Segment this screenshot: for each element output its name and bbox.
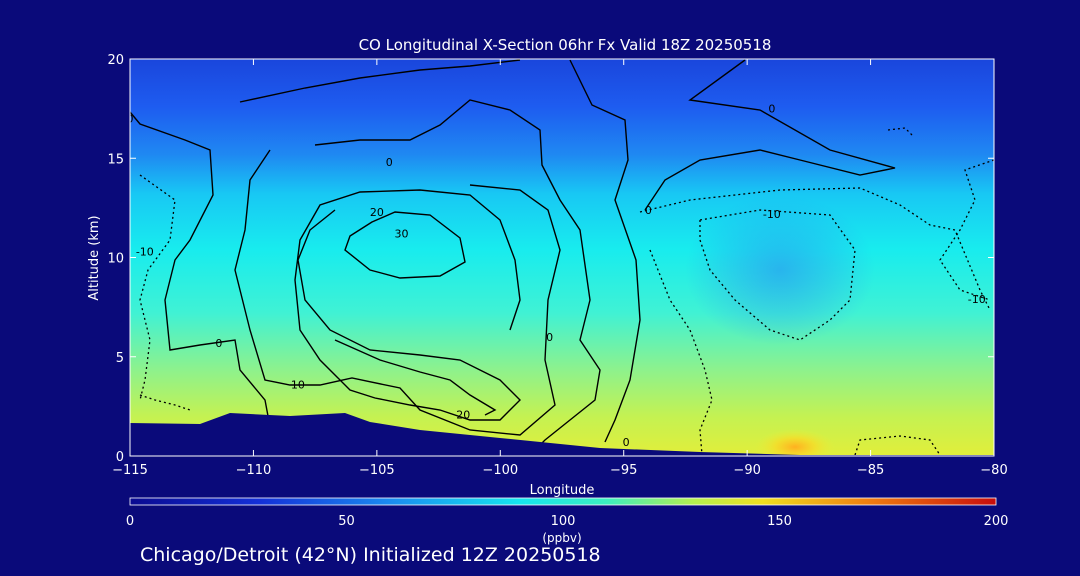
colorbar-tick-label: 0 — [126, 514, 134, 529]
contour-label: 0 — [623, 436, 630, 449]
y-axis-label: Altitude (km) — [87, 215, 102, 300]
contour-neg10-east — [939, 159, 994, 301]
contour-20 — [294, 189, 521, 421]
contour-neg-west-surface — [139, 394, 191, 411]
contour-labels: 0 0 20 30 -10 0 10 20 0 0 0 -10 0 -10 — [127, 103, 986, 449]
contour-label: -10 — [136, 246, 154, 259]
plot-area: 0 0 20 30 -10 0 10 20 0 0 0 -10 0 -10 — [127, 59, 994, 456]
x-tick-label: −85 — [857, 463, 884, 478]
colorbar-tick-label: 200 — [984, 514, 1009, 529]
contour-neg-lower — [649, 249, 713, 456]
colorbar-tick-label: 150 — [767, 514, 792, 529]
contour-label: 0 — [546, 331, 553, 344]
contour-label: 0 — [645, 204, 652, 217]
y-tick-label: 5 — [116, 351, 124, 366]
contour-label: -10 — [968, 293, 986, 306]
y-tick-label: 10 — [107, 252, 124, 267]
contour-0-upper-loop — [314, 99, 601, 446]
y-tick-label: 0 — [116, 450, 124, 465]
colorbar-ticks: 0 50 100 150 200 — [126, 514, 1009, 529]
contour-20-inner — [334, 339, 497, 416]
contour-neg-top-east — [887, 127, 913, 136]
contour-label: 0 — [386, 156, 393, 169]
x-tick-label: −110 — [236, 463, 272, 478]
contour-label: 10 — [291, 379, 305, 392]
colorbar-tick-label: 100 — [551, 514, 576, 529]
contour-10 — [234, 149, 561, 436]
x-tick-label: −105 — [359, 463, 395, 478]
contour-label: 20 — [456, 408, 470, 421]
contour-neg10-west — [139, 174, 176, 401]
x-tick-label: −90 — [733, 463, 760, 478]
contour-neg10-outer — [639, 187, 991, 311]
contour-30 — [344, 211, 466, 279]
chart-title: CO Longitudinal X-Section 06hr Fx Valid … — [359, 36, 772, 54]
contour-label: 0 — [215, 337, 222, 350]
contour-label: 0 — [127, 113, 134, 126]
x-axis: −115 −110 −105 −100 −95 −90 −85 −80 — [112, 59, 1008, 478]
contour-neg10-center — [699, 209, 856, 341]
colorbar — [129, 497, 997, 506]
low-co-region — [685, 195, 875, 345]
negative-contours — [139, 127, 994, 456]
contour-0-east — [644, 59, 896, 211]
contour-0-west — [130, 111, 269, 417]
colorbar-tick-label: 50 — [338, 514, 355, 529]
footer-caption: Chicago/Detroit (42°N) Initialized 12Z 2… — [140, 544, 601, 566]
y-tick-label: 20 — [107, 53, 124, 68]
co-maximum-spot — [755, 429, 835, 456]
x-tick-label: −100 — [482, 463, 518, 478]
x-tick-label: −80 — [980, 463, 1007, 478]
x-axis-label: Longitude — [530, 483, 595, 498]
positive-contours — [130, 59, 896, 446]
contour-neg-surface — [854, 435, 941, 456]
contour-label: 20 — [370, 206, 384, 219]
x-tick-label: −115 — [112, 463, 148, 478]
contour-0-top — [239, 59, 641, 443]
terrain-mask — [130, 413, 994, 456]
contour-label: -10 — [763, 208, 781, 221]
y-axis: 0 5 10 15 20 — [107, 53, 994, 465]
y-tick-label: 15 — [107, 152, 124, 167]
contour-label: 0 — [768, 103, 775, 116]
contour-label: 30 — [395, 228, 409, 241]
x-tick-label: −95 — [610, 463, 637, 478]
colorbar-units: (ppbv) — [542, 531, 581, 545]
